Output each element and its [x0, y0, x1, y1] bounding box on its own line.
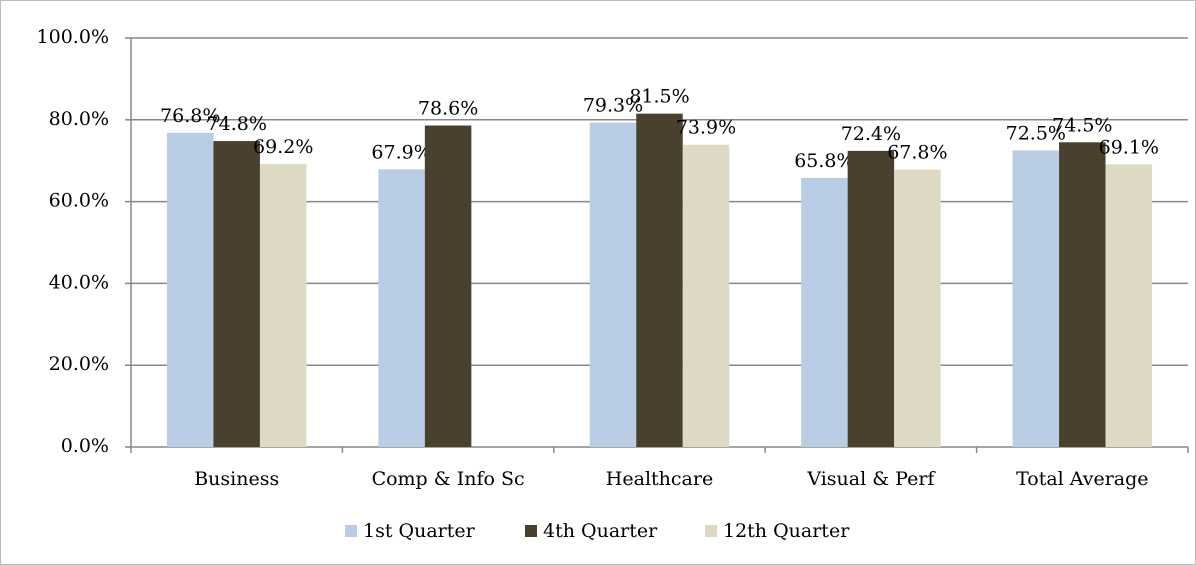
data-label: 79.3% [583, 95, 643, 117]
y-tick-label: 0.0% [61, 435, 109, 457]
x-tick-label: Visual & Perf [806, 468, 936, 490]
bar [847, 150, 895, 447]
data-label: 65.8% [794, 150, 854, 172]
x-tick-label: Healthcare [606, 468, 713, 490]
bar [213, 141, 260, 447]
legend-label: 4th Quarter [543, 520, 658, 542]
bar [1105, 164, 1153, 448]
bar [636, 113, 683, 447]
x-tick-label: Business [194, 468, 279, 490]
bar [378, 169, 425, 447]
legend-label: 1st Quarter [363, 520, 476, 542]
y-tick-label: 20.0% [49, 353, 109, 375]
data-label: 73.9% [676, 117, 736, 139]
legend-swatch [705, 525, 717, 537]
y-tick-label: 60.0% [49, 190, 109, 212]
bar [1059, 142, 1106, 448]
data-label: 74.8% [207, 113, 267, 135]
bar [801, 177, 848, 448]
bar [166, 132, 214, 447]
bar [682, 144, 730, 447]
x-tick-label: Total Average [1016, 468, 1148, 490]
y-tick-label: 40.0% [49, 271, 109, 293]
legend-swatch [525, 525, 537, 537]
data-label: 67.9% [371, 141, 431, 163]
x-tick-label: Comp & Info Sc [372, 468, 525, 490]
y-tick-label: 100.0% [37, 26, 109, 48]
data-label: 69.1% [1099, 136, 1159, 158]
bar [424, 125, 472, 447]
legend-swatch [345, 525, 357, 537]
bar [589, 122, 637, 448]
data-label: 67.8% [887, 142, 947, 164]
data-label: 72.4% [841, 123, 901, 145]
bar [894, 169, 941, 447]
data-label: 74.5% [1052, 114, 1112, 136]
data-label: 78.6% [418, 98, 478, 120]
bar [1012, 150, 1060, 447]
data-label: 69.2% [253, 136, 313, 158]
data-label: 76.8% [160, 105, 220, 127]
legend-label: 12th Quarter [723, 520, 850, 542]
data-label: 81.5% [629, 86, 689, 108]
y-tick-label: 80.0% [49, 108, 109, 130]
bar [259, 163, 307, 448]
data-label: 72.5% [1006, 122, 1066, 144]
